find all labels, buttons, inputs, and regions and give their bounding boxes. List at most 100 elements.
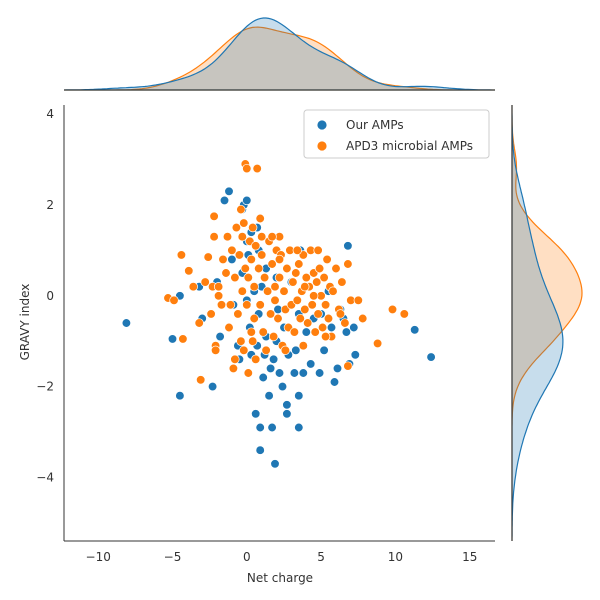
y-tick-label: −2 [36, 380, 54, 394]
point-apd3 [248, 222, 258, 233]
point-apd3 [274, 272, 285, 283]
point-apd3 [257, 250, 267, 260]
point-apd3 [243, 368, 253, 378]
point-apd3 [279, 286, 289, 296]
point-apd3 [280, 345, 291, 355]
point-apd3 [196, 375, 206, 385]
point-apd3 [210, 345, 221, 355]
point-apd3 [239, 345, 249, 355]
point-apd3 [254, 263, 264, 274]
point-apd3 [320, 331, 331, 342]
point-apd3 [194, 318, 204, 328]
point-apd3 [301, 272, 311, 283]
point-our-amps [314, 368, 325, 378]
point-apd3 [292, 245, 302, 255]
point-apd3 [313, 309, 323, 319]
point-our-amps [175, 391, 185, 401]
point-our-amps [343, 241, 353, 251]
point-our-amps [255, 445, 265, 455]
legend-label-apd3: APD3 microbial AMPs [346, 139, 473, 153]
point-apd3 [267, 259, 277, 269]
point-apd3 [337, 277, 347, 287]
x-ticks: −10 −5 0 5 10 15 [86, 550, 478, 564]
point-our-amps [167, 334, 178, 344]
point-our-amps [329, 377, 340, 387]
point-apd3 [317, 322, 328, 333]
point-apd3 [303, 318, 313, 328]
point-apd3 [221, 268, 231, 278]
point-apd3 [399, 309, 409, 319]
legend: Our AMPs APD3 microbial AMPs [303, 109, 490, 159]
point-apd3 [251, 241, 261, 251]
point-apd3 [255, 300, 265, 310]
x-tick-label: 15 [462, 550, 477, 564]
point-apd3 [203, 252, 213, 262]
point-apd3 [265, 309, 276, 319]
point-apd3 [300, 304, 310, 315]
point-apd3 [230, 354, 240, 364]
legend-box [303, 109, 490, 159]
point-our-amps [298, 368, 308, 378]
scatter-points [121, 159, 436, 469]
point-our-amps [306, 359, 316, 369]
y-tick-label: 0 [46, 289, 54, 303]
point-our-amps [255, 422, 265, 433]
legend-label-our-amps: Our AMPs [346, 118, 404, 132]
point-our-amps [294, 422, 304, 433]
point-apd3 [353, 295, 363, 305]
point-our-amps [251, 409, 261, 419]
point-apd3 [169, 295, 179, 305]
legend-marker-apd3 [316, 140, 328, 152]
point-apd3 [289, 327, 300, 337]
point-apd3 [358, 313, 368, 324]
point-apd3 [328, 286, 338, 296]
point-our-amps [242, 195, 252, 206]
point-apd3 [227, 245, 237, 255]
point-apd3 [295, 313, 305, 324]
point-apd3 [209, 211, 219, 221]
point-apd3 [236, 336, 246, 346]
point-our-amps [319, 345, 329, 355]
point-apd3 [343, 361, 353, 371]
x-tick-label: 10 [388, 550, 403, 564]
x-tick-label: 5 [317, 550, 325, 564]
x-tick-label: −5 [164, 550, 182, 564]
point-apd3 [259, 272, 270, 283]
point-our-amps [294, 391, 304, 401]
top-marginal-kde [63, 17, 495, 91]
point-apd3 [242, 300, 252, 310]
point-apd3 [323, 313, 334, 324]
y-axis-label: GRAVY index [18, 284, 32, 361]
point-apd3 [231, 222, 242, 233]
point-our-amps [341, 327, 352, 337]
point-our-amps [326, 322, 337, 333]
point-apd3 [340, 318, 350, 328]
point-apd3 [268, 331, 279, 342]
point-apd3 [319, 272, 329, 283]
point-apd3 [261, 345, 271, 355]
point-our-amps [289, 368, 300, 378]
point-apd3 [240, 263, 250, 274]
point-apd3 [294, 259, 304, 269]
point-apd3 [251, 354, 261, 364]
point-our-amps [219, 195, 230, 206]
point-apd3 [188, 282, 198, 292]
point-apd3 [237, 232, 247, 242]
point-our-amps [224, 186, 234, 196]
point-our-amps [426, 352, 436, 362]
point-apd3 [320, 300, 331, 310]
point-apd3 [228, 363, 239, 374]
point-our-amps [282, 400, 292, 410]
point-apd3 [216, 300, 227, 310]
point-apd3 [335, 309, 346, 319]
point-our-amps [227, 254, 237, 265]
point-apd3 [282, 263, 292, 274]
point-apd3 [291, 268, 301, 278]
right-marginal-kde [511, 105, 583, 541]
point-apd3 [310, 327, 320, 337]
point-apd3 [314, 263, 325, 274]
point-our-amps [277, 381, 288, 392]
right-kde-our-amps [511, 105, 564, 541]
point-apd3 [262, 286, 273, 296]
